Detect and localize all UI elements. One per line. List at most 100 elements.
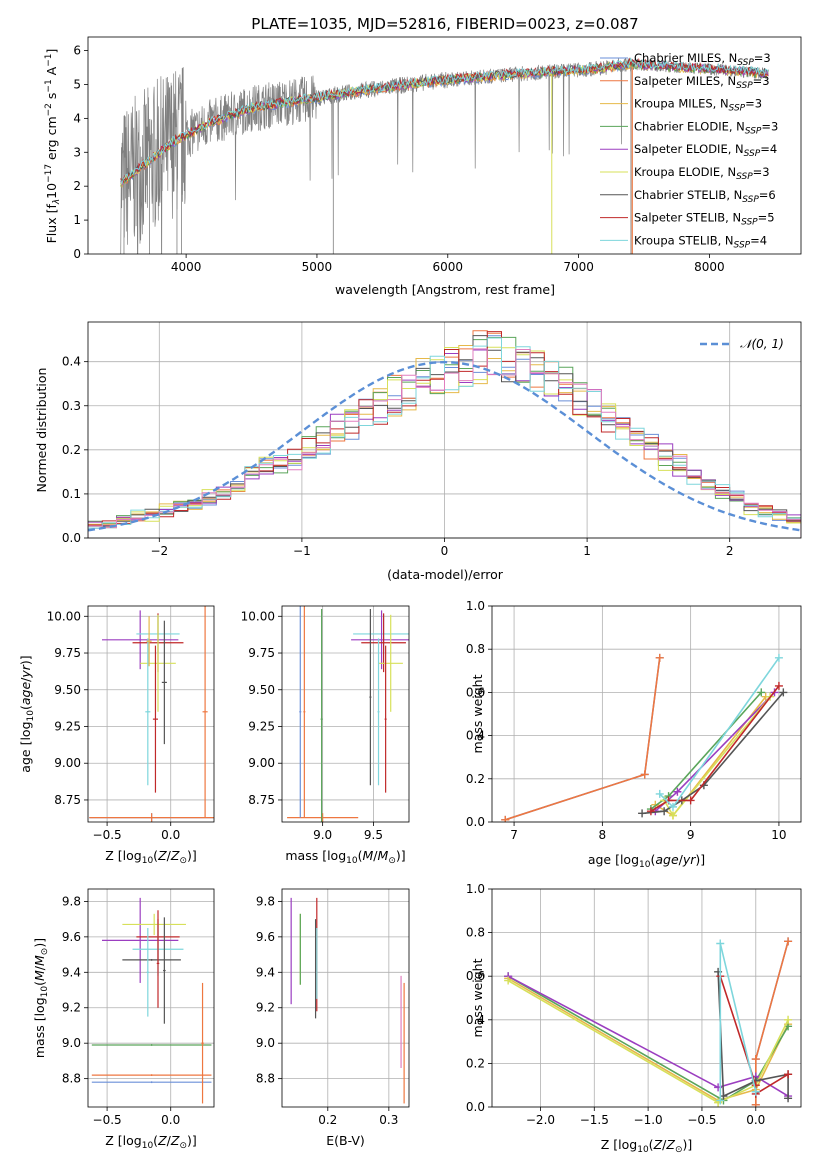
plot-area	[504, 937, 793, 1107]
weight-marker	[655, 789, 664, 798]
weight-marker	[774, 681, 783, 690]
y-tick-label: 1.0	[466, 599, 485, 613]
y-tick-label: 2	[73, 179, 81, 193]
y-tick-label: 10.00	[241, 609, 275, 623]
y-axis-label: mass weight	[470, 674, 485, 753]
panel-spectrum: 4000 5000 6000 7000 8000 0 1 2 3 4 5 6 Chabrier MILE…	[44, 36, 802, 297]
y-tick-label: 8.75	[248, 793, 275, 807]
y-tick-label: 9.6	[256, 930, 275, 944]
figure-title: PLATE=1035, MJD=52816, FIBERID=0023, z=0…	[251, 15, 638, 33]
x-axis-label: (data-model)/error	[387, 567, 504, 582]
weight-line	[504, 657, 661, 821]
weight-marker	[501, 815, 510, 822]
weight-marker	[673, 787, 682, 796]
x-tick-label: −0.5	[687, 1113, 716, 1127]
x-tick-label: 9.5	[364, 828, 383, 842]
x-axis-label: Z [log10(Z/Z⊙)]	[601, 1137, 693, 1155]
x-tick-label: 8	[599, 828, 607, 842]
axes-frame	[491, 605, 802, 823]
x-tick-label: 2	[726, 544, 734, 558]
axes-frame	[281, 605, 410, 823]
residual-histogram	[88, 348, 801, 538]
weight-marker	[751, 1100, 760, 1107]
weight-marker	[779, 688, 788, 697]
x-axis-label: Z [log10(Z/Z⊙)]	[105, 848, 197, 866]
weight-line	[719, 943, 757, 1101]
y-tick-label: 9.0	[62, 1036, 81, 1050]
x-tick-label: −1.5	[580, 1113, 609, 1127]
panel-weight_vs_age: 7 8 9 10 0.0 0.2 0.4 0.6 0.8 1.0 age [log10(age/yr…	[466, 599, 802, 870]
x-tick-label: 7000	[563, 260, 594, 274]
y-tick-label: 0.0	[466, 1100, 485, 1114]
y-tick-label: 0.4	[62, 355, 81, 369]
x-axis-label: age [log10(age/yr)]	[588, 852, 705, 870]
y-tick-label: 9.2	[62, 1001, 81, 1015]
weight-marker	[646, 807, 655, 816]
weight-marker	[784, 1094, 793, 1103]
y-tick-label: 0.8	[466, 926, 485, 940]
weight-marker	[784, 1015, 793, 1024]
model-spectrum	[120, 57, 769, 185]
y-tick-label: 0.2	[466, 1056, 485, 1070]
y-tick-label: 10.00	[47, 609, 81, 623]
legend-entry: Kroupa STELIB, NSSP=4	[634, 233, 767, 250]
y-tick-label: 9.4	[256, 965, 275, 979]
x-tick-label: 8000	[694, 260, 725, 274]
model-spectrum	[120, 60, 632, 185]
legend-entry: Kroupa ELODIE, NSSP=3	[634, 165, 770, 182]
plot-area	[89, 606, 214, 822]
y-tick-label: 8.8	[256, 1072, 275, 1086]
x-tick-label: −2	[150, 544, 168, 558]
weight-marker	[660, 807, 669, 816]
y-tick-label: 9.00	[54, 756, 81, 770]
y-tick-label: 8.75	[54, 793, 81, 807]
plot-area	[88, 330, 801, 538]
axes-frame	[281, 888, 410, 1108]
y-tick-label: 9.25	[54, 719, 81, 733]
y-tick-label: 0.2	[466, 772, 485, 786]
legend-entry: Salpeter ELODIE, NSSP=4	[634, 142, 777, 159]
y-tick-label: 9.8	[256, 894, 275, 908]
plot-area	[120, 57, 769, 254]
observed-spectrum	[120, 57, 769, 254]
y-tick-label: 9.6	[62, 930, 81, 944]
legend-entry: Salpeter STELIB, NSSP=5	[634, 211, 775, 228]
model-spectrum	[120, 61, 632, 185]
axes-frame	[491, 888, 802, 1108]
x-axis-label: mass [log10(M/M⊙)]	[285, 848, 405, 866]
y-tick-label: 9.8	[62, 894, 81, 908]
y-tick-label: 9.0	[256, 1036, 275, 1050]
legend-entry: 𝒩(0, 1)	[740, 337, 784, 351]
weight-marker	[655, 653, 664, 662]
panel-weight_vs_Z: −2.0 −1.5 −1.0 −0.5 0.0 0.0 0.2 0.4 0.6 0.8 1.0 Z […	[466, 882, 802, 1155]
x-tick-label: 0.0	[746, 1113, 765, 1127]
y-tick-label: 9.50	[54, 683, 81, 697]
y-tick-label: 1	[73, 213, 81, 227]
y-tick-label: 8.8	[62, 1072, 81, 1086]
y-tick-label: 0.4	[466, 1013, 485, 1027]
weight-line	[654, 691, 776, 812]
x-tick-label: 0.0	[161, 1113, 180, 1127]
weight-line	[650, 691, 762, 810]
weight-line	[650, 685, 780, 812]
panel-age_vs_mass: 9.0 9.5 8.75 9.00 9.25 9.50 9.75 10.00 mass [log…	[241, 605, 410, 866]
y-tick-label: 9.25	[248, 719, 275, 733]
x-axis-label: Z [log10(Z/Z⊙)]	[105, 1133, 197, 1151]
x-tick-label: 0	[441, 544, 449, 558]
x-tick-label: 0.0	[161, 828, 180, 842]
panel-age_vs_Z: −0.5 0.0 8.75 9.00 9.25 9.50 9.75 10.00 Z [log10…	[18, 605, 215, 866]
weight-marker	[686, 796, 695, 805]
weight-marker	[774, 653, 783, 662]
x-tick-label: 4000	[171, 260, 202, 274]
weight-marker	[668, 802, 677, 811]
y-axis-label: mass weight	[470, 958, 485, 1037]
legend-entry: Kroupa MILES, NSSP=3	[634, 97, 762, 114]
legend-entry: Chabrier MILES, NSSP=3	[634, 51, 771, 68]
x-axis-label: E(B-V)	[326, 1133, 365, 1148]
plot-area	[290, 897, 405, 1104]
axes-frame	[87, 605, 215, 823]
panel-residuals: −2 −1 0 1 2 0.0 0.1 0.2 0.3 0.4 𝒩(0, 1) (data-model…	[34, 321, 802, 582]
x-tick-label: 9	[687, 828, 695, 842]
y-tick-label: 0.6	[466, 969, 485, 983]
weight-marker	[504, 976, 513, 985]
